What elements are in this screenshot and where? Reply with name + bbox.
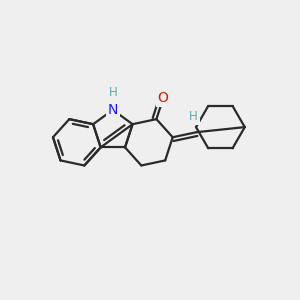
Text: N: N [108,103,118,117]
Text: O: O [158,91,169,105]
Text: H: H [109,86,117,99]
Text: H: H [189,110,198,123]
